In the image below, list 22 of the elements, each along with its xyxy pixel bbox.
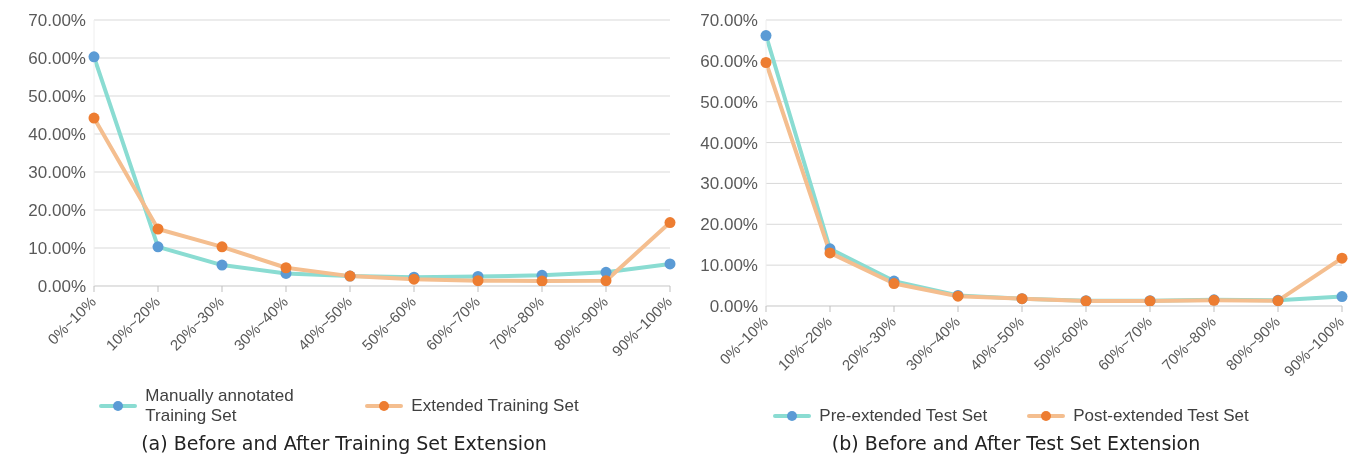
- y-tick-label: 20.00%: [28, 201, 86, 221]
- text: (a) Before and After Training Set Extension: [140, 432, 548, 454]
- y-tick-label: 30.00%: [700, 174, 758, 194]
- y-tick-label: 10.00%: [700, 256, 758, 276]
- y-tick-label: 0.00%: [37, 277, 86, 297]
- y-tick-label: 40.00%: [28, 125, 86, 145]
- legend-label: Extended Training Set: [411, 396, 579, 416]
- legend-label: Manually annotated Training Set: [145, 386, 295, 426]
- legend-label: Post-extended Test Set: [1073, 406, 1249, 426]
- y-tick-label: 60.00%: [28, 49, 86, 69]
- y-tick-label: 70.00%: [700, 11, 758, 31]
- legend-label: Pre-extended Test Set: [819, 406, 988, 426]
- y-tick-label: 50.00%: [700, 92, 758, 112]
- y-tick-label: 50.00%: [28, 87, 86, 107]
- y-tick-label: 30.00%: [28, 163, 86, 183]
- y-tick-label: 70.00%: [28, 11, 86, 31]
- y-tick-label: 60.00%: [700, 51, 758, 71]
- y-tick-label: 40.00%: [700, 133, 758, 153]
- y-tick-label: 0.00%: [709, 297, 758, 317]
- y-tick-label: 10.00%: [28, 239, 86, 259]
- y-tick-label: 20.00%: [700, 215, 758, 235]
- text: (b) Before and After Test Set Extension: [830, 432, 1202, 454]
